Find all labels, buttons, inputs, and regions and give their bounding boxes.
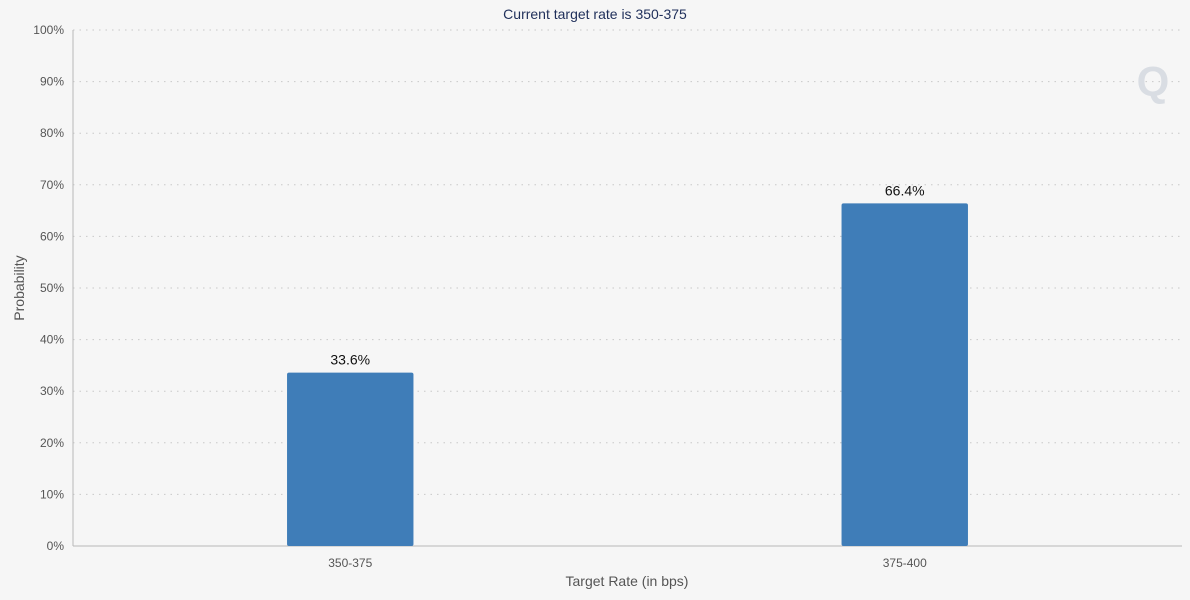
axes — [72, 30, 1182, 547]
y-tick-label: 0% — [47, 539, 65, 553]
y-tick-label: 10% — [40, 487, 64, 501]
watermark-logo: Q — [1137, 58, 1170, 105]
y-tick-label: 40% — [40, 333, 64, 347]
watermark-q-icon: Q — [1137, 58, 1170, 105]
y-tick-label: 20% — [40, 436, 64, 450]
y-tick-label: 100% — [33, 23, 64, 37]
bars — [287, 203, 968, 546]
gridlines — [73, 29, 1182, 495]
x-tick-label: 350-375 — [328, 556, 372, 570]
y-tick-label: 60% — [40, 229, 64, 243]
y-tick-label: 50% — [40, 281, 64, 295]
bar-375-400[interactable] — [841, 203, 968, 546]
bar-350-375[interactable] — [287, 372, 414, 546]
y-tick-label: 80% — [40, 126, 64, 140]
y-tick-label: 30% — [40, 384, 64, 398]
data-label: 66.4% — [885, 182, 925, 198]
y-tick-label: 70% — [40, 178, 64, 192]
x-tick-label: 375-400 — [883, 556, 927, 570]
labels: 0% 10% 20% 30% 40% 50% 60% 70% 80% 90% 100% 33.6% 35… — [33, 23, 927, 570]
y-axis-title: Probability — [11, 255, 27, 320]
chart-title: Current target rate is 350-375 — [503, 6, 687, 22]
y-tick-label: 90% — [40, 75, 64, 89]
data-label: 33.6% — [330, 352, 370, 368]
x-axis-title: Target Rate (in bps) — [566, 573, 689, 589]
